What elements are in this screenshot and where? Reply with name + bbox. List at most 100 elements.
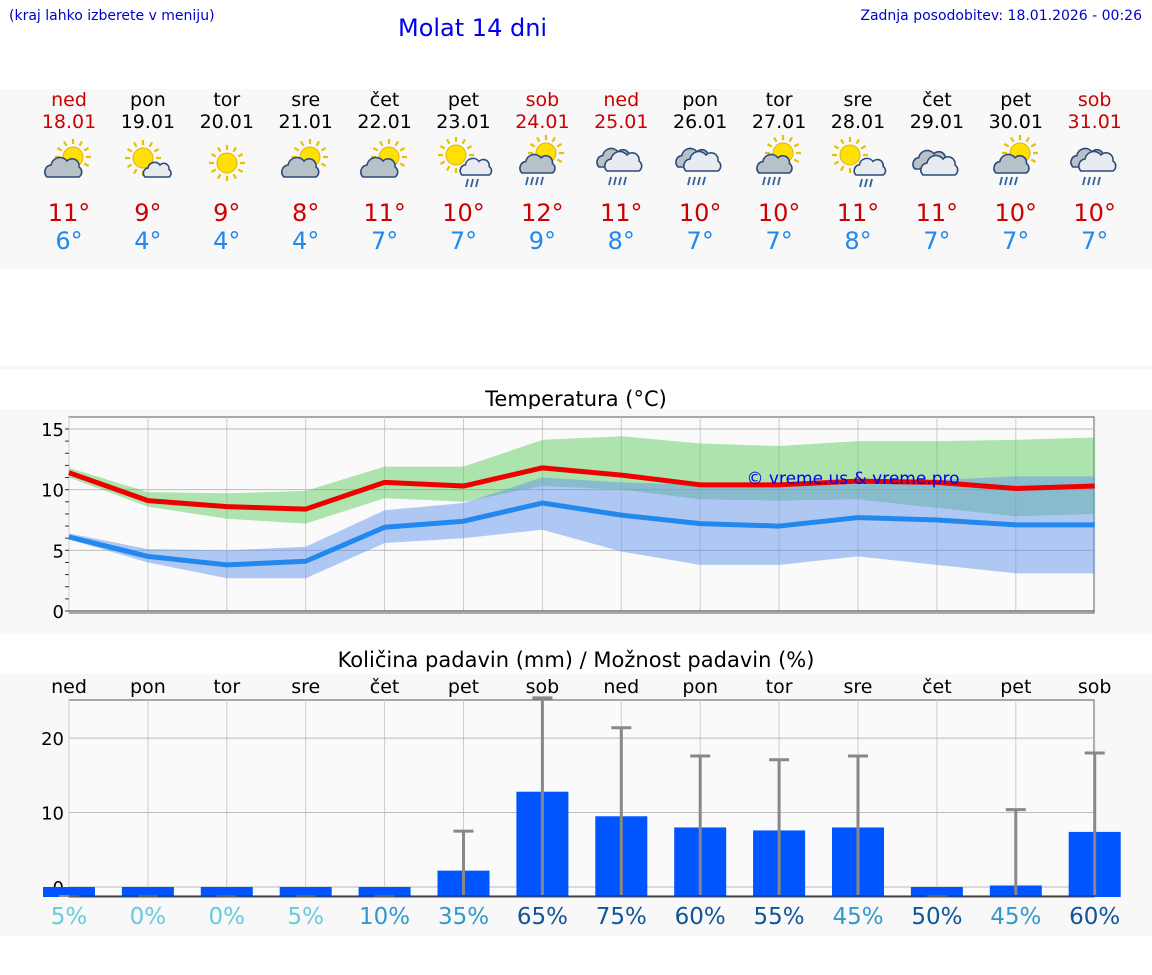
precip-probability: 45% bbox=[990, 904, 1042, 930]
day-name: pon bbox=[682, 89, 719, 111]
cloud-shape bbox=[756, 153, 793, 174]
day-column: pon 26.01 10° 7° bbox=[660, 89, 740, 255]
cloud-shape bbox=[280, 156, 320, 178]
forecast-strip: ned 18.01 11° 6° pon 19.01 9° 4° tor 20.01 9° 4° sre… bbox=[0, 89, 1152, 269]
temp-min: 8° bbox=[844, 227, 872, 255]
temp-max: 9° bbox=[134, 199, 162, 227]
day-name: tor bbox=[213, 89, 241, 111]
temp-tick-label: 0 bbox=[53, 602, 64, 623]
day-column: sob 24.01 12° 9° bbox=[502, 89, 582, 255]
precip-bar bbox=[121, 887, 174, 897]
temp-max: 10° bbox=[994, 199, 1038, 227]
cloud-shape bbox=[1077, 150, 1117, 172]
sun-rain-icon bbox=[437, 137, 492, 188]
temp-min: 6° bbox=[55, 227, 83, 255]
spacer-band bbox=[0, 365, 1152, 369]
cloud-shape bbox=[142, 161, 172, 178]
rain-shape bbox=[998, 176, 1018, 186]
day-name: sob bbox=[525, 89, 560, 111]
temp-max: 11° bbox=[47, 199, 91, 227]
mostly-sunny-icon bbox=[124, 140, 172, 178]
precip-bar bbox=[910, 887, 963, 897]
day-date: 31.01 bbox=[1067, 111, 1122, 133]
precip-day-label: tor bbox=[213, 676, 241, 698]
day-date: 27.01 bbox=[751, 111, 807, 133]
precip-probability: 5% bbox=[50, 904, 88, 930]
temp-min: 7° bbox=[765, 227, 793, 255]
precip-probability: 10% bbox=[359, 904, 411, 930]
cloud-shape bbox=[44, 156, 83, 178]
day-date: 23.01 bbox=[436, 111, 491, 133]
sunny-icon bbox=[208, 145, 245, 181]
day-date: 22.01 bbox=[357, 111, 412, 133]
day-date: 19.01 bbox=[120, 111, 176, 133]
day-date: 28.01 bbox=[830, 111, 886, 133]
precip-probability: 0% bbox=[129, 904, 167, 930]
day-date: 29.01 bbox=[909, 111, 965, 133]
day-column: tor 27.01 10° 7° bbox=[739, 89, 819, 255]
precip-day-label: pet bbox=[447, 676, 480, 698]
temp-min: 4° bbox=[292, 227, 320, 255]
precip-probability: 5% bbox=[287, 904, 324, 930]
region-hint[interactable]: (kraj lahko izberete v meniju) bbox=[9, 8, 215, 24]
precip-bar bbox=[279, 887, 332, 897]
rain-shape bbox=[464, 178, 479, 188]
temp-max: 11° bbox=[600, 199, 643, 227]
day-date: 21.01 bbox=[278, 111, 333, 133]
precip-probability: 55% bbox=[753, 904, 805, 930]
cloud-shape bbox=[458, 157, 492, 176]
day-column: pet 30.01 10° 7° bbox=[976, 89, 1056, 255]
day-date: 30.01 bbox=[988, 111, 1043, 133]
cloud-shape bbox=[359, 156, 399, 178]
precip-day-label: tor bbox=[765, 676, 793, 698]
day-name: pet bbox=[1000, 89, 1032, 111]
day-column: tor 20.01 9° 4° bbox=[187, 89, 267, 255]
precip-tick-label: 10 bbox=[41, 804, 64, 825]
sun-shape bbox=[832, 137, 868, 173]
cloud-shape bbox=[919, 154, 959, 176]
temp-min: 7° bbox=[923, 227, 951, 255]
day-name: pet bbox=[447, 89, 480, 111]
sun-cloud-rain-icon bbox=[756, 135, 802, 186]
day-column: sre 28.01 11° 8° bbox=[818, 89, 898, 255]
precip-day-label: čet bbox=[922, 676, 952, 698]
precip-probability: 60% bbox=[674, 904, 726, 930]
temp-tick-label: 15 bbox=[41, 420, 64, 441]
sun-rain-icon bbox=[832, 137, 887, 188]
temp-max: 11° bbox=[915, 199, 959, 227]
day-name: sre bbox=[843, 89, 873, 111]
precip-day-label: ned bbox=[51, 676, 87, 698]
precip-probability: 0% bbox=[208, 904, 246, 930]
precip-bar bbox=[43, 887, 95, 897]
precip-probability: 45% bbox=[832, 904, 884, 930]
temp-max: 9° bbox=[213, 199, 241, 227]
cloud-shape bbox=[993, 153, 1030, 174]
day-name: sre bbox=[291, 89, 321, 111]
day-column: ned 25.01 11° 8° bbox=[581, 89, 661, 255]
temp-line-max bbox=[68, 465, 1095, 512]
temp-min: 7° bbox=[370, 227, 399, 255]
day-column: pet 23.01 10° 7° bbox=[424, 89, 504, 255]
temp-max: 11° bbox=[836, 199, 880, 227]
partly-cloudy-icon bbox=[359, 139, 407, 178]
precip-day-label: sob bbox=[1077, 676, 1112, 698]
day-column: ned 18.01 11° 6° bbox=[29, 89, 109, 255]
cloud-shape bbox=[683, 150, 722, 172]
cloud-rain-icon bbox=[675, 147, 722, 186]
precip-day-label: pet bbox=[1000, 676, 1032, 698]
page-title: Molat 14 dni bbox=[398, 14, 548, 42]
cloud-rain-icon bbox=[1069, 147, 1117, 186]
temp-max: 10° bbox=[757, 199, 801, 227]
day-name: čet bbox=[922, 89, 952, 111]
cloud-shape bbox=[519, 153, 557, 174]
rain-shape bbox=[1081, 176, 1101, 186]
day-column: sob 31.01 10° 7° bbox=[1055, 89, 1135, 255]
temp-max: 12° bbox=[521, 199, 564, 227]
day-name: ned bbox=[603, 89, 640, 111]
temp-tick-label: 5 bbox=[53, 541, 64, 562]
precip-day-label: sre bbox=[291, 676, 321, 698]
precip-plot-area bbox=[68, 699, 1095, 898]
cloud-shape bbox=[604, 150, 643, 172]
temp-min: 8° bbox=[607, 227, 635, 255]
temp-line-min bbox=[68, 500, 1095, 568]
